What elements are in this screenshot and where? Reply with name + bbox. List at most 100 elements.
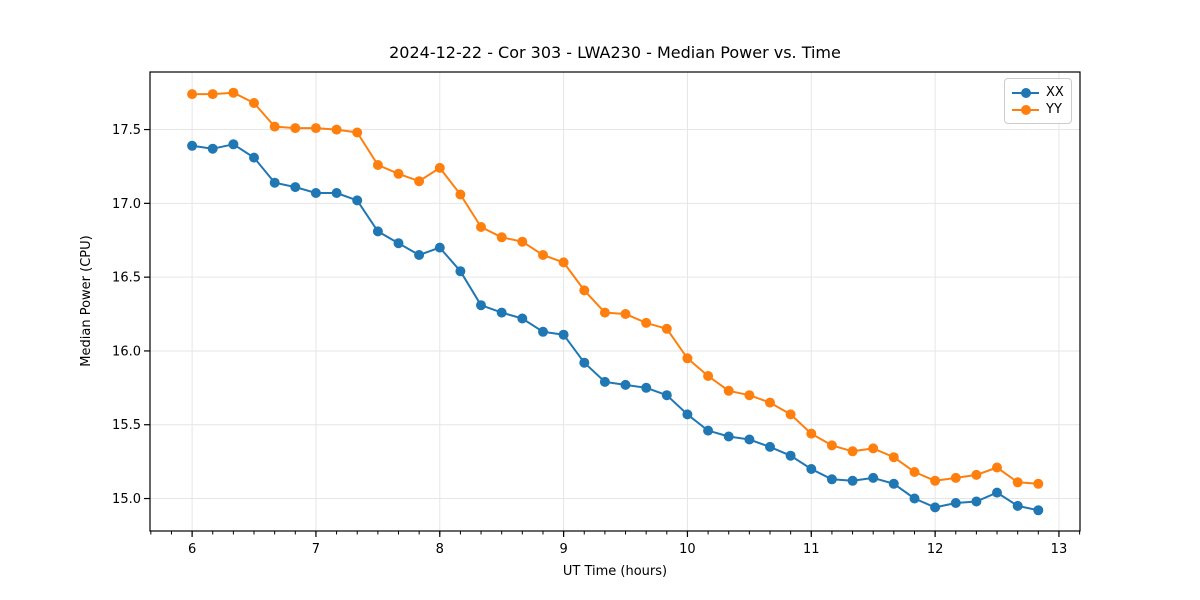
x-tick-label: 7	[312, 542, 320, 557]
series-xx-point	[310, 188, 321, 198]
series-xx-point	[538, 326, 548, 337]
series-yy-point	[599, 307, 610, 318]
series-xx-point	[517, 313, 528, 324]
series-xx-point	[579, 357, 590, 368]
y-tick-label: 16.0	[112, 344, 141, 359]
chart-title: 2024-12-22 - Cor 303 - LWA230 - Median P…	[389, 43, 841, 62]
series-yy-point	[992, 462, 1002, 473]
series-yy-point	[661, 323, 672, 334]
series-yy-point	[434, 162, 445, 173]
series-yy-point	[352, 127, 363, 138]
series-yy-point	[1012, 477, 1023, 488]
legend-marker-xx-icon	[1012, 87, 1039, 98]
legend: XX YY	[1004, 78, 1072, 124]
series-yy-point	[269, 121, 280, 132]
series-xx-point	[703, 425, 714, 436]
series-yy-point	[517, 236, 528, 247]
x-tick-label: 8	[436, 542, 444, 557]
y-tick-label: 15.5	[112, 418, 141, 433]
series-xx-point	[661, 390, 672, 401]
series-yy-point	[496, 232, 507, 243]
series-yy-point	[558, 257, 569, 268]
y-tick-label: 15.0	[112, 492, 141, 507]
series-xx-point	[930, 502, 941, 513]
y-tick-label: 17.5	[112, 123, 141, 138]
x-tick-label: 11	[803, 542, 820, 557]
series-yy-point	[290, 123, 301, 134]
series-yy-point	[868, 443, 879, 454]
series-yy-point	[476, 222, 486, 232]
series-xx-line	[191, 143, 1040, 512]
series-yy-point	[310, 123, 321, 134]
x-axis-label: UT Time (hours)	[562, 564, 668, 579]
series-xx-point	[806, 464, 817, 474]
series-yy-point	[1033, 478, 1044, 489]
series-yy-point	[930, 475, 941, 486]
x-tick-label: 10	[679, 542, 696, 557]
series-xx-point	[847, 475, 858, 486]
series-yy-point	[888, 452, 899, 463]
series-xx-point	[785, 450, 796, 461]
series-yy-point	[331, 124, 342, 135]
series-yy-point	[971, 469, 982, 480]
series-yy-point	[806, 428, 817, 439]
series-xx-point	[414, 250, 425, 260]
series-xx-point	[207, 143, 218, 154]
series-yy-point	[723, 385, 734, 396]
series-xx-point	[331, 188, 342, 198]
series-xx-point	[1012, 500, 1023, 511]
series-xx-point	[352, 195, 363, 206]
series-yy-point	[909, 467, 920, 477]
series-yy-point	[414, 176, 425, 187]
y-axis-label: Median Power (CPU)	[79, 235, 94, 367]
series-xx-point	[723, 431, 734, 442]
series-xx-point	[1033, 505, 1044, 516]
x-tick-label: 12	[927, 542, 944, 557]
series-xx-point	[641, 382, 652, 393]
series-yy-point	[744, 390, 755, 401]
series-xx-point	[888, 478, 899, 489]
series-yy-point	[455, 189, 466, 200]
series-xx-point	[682, 409, 693, 420]
series-yy-point	[682, 353, 693, 364]
series-xx-point	[269, 177, 280, 188]
x-tick-label: 6	[188, 542, 196, 557]
series-xx-point	[992, 487, 1002, 498]
series-yy-point	[641, 317, 652, 328]
series-yy-point	[620, 309, 631, 319]
y-tick-label: 17.0	[112, 197, 141, 212]
series-xx-point	[971, 496, 982, 507]
series-yy-point	[785, 409, 796, 420]
series-xx-point	[249, 152, 259, 163]
legend-item-xx: XX	[1012, 86, 1064, 99]
series-yy-point	[847, 446, 858, 457]
series-xx-point	[826, 474, 837, 485]
series-yy-point	[207, 89, 218, 100]
x-tick-label: 9	[559, 542, 567, 557]
legend-label-yy: YY	[1046, 101, 1062, 117]
x-tick-label: 13	[1051, 542, 1068, 557]
series-yy-point	[187, 89, 198, 100]
series-xx-point	[868, 472, 879, 483]
series-xx-point	[765, 441, 775, 452]
series-xx-point	[620, 379, 631, 390]
series-xx-point	[290, 182, 301, 193]
series-yy-point	[579, 285, 590, 296]
legend-marker-yy-icon	[1012, 104, 1039, 115]
series-xx-point	[496, 307, 507, 318]
series-xx-point	[909, 493, 920, 504]
y-tick-label: 16.5	[112, 271, 141, 286]
series-yy-point	[228, 87, 239, 98]
series-xx-point	[950, 498, 961, 508]
series-yy-point	[703, 371, 714, 381]
series-xx-point	[187, 140, 198, 151]
series-xx-point	[476, 300, 486, 311]
series-yy-point	[372, 160, 383, 170]
series-yy-point	[826, 440, 837, 451]
series-xx-point	[455, 266, 466, 277]
series-yy-point	[249, 98, 259, 108]
series-yy-point	[765, 397, 775, 408]
series-xx-point	[558, 329, 569, 340]
series-yy-point	[393, 168, 404, 179]
series-xx-point	[744, 434, 755, 445]
